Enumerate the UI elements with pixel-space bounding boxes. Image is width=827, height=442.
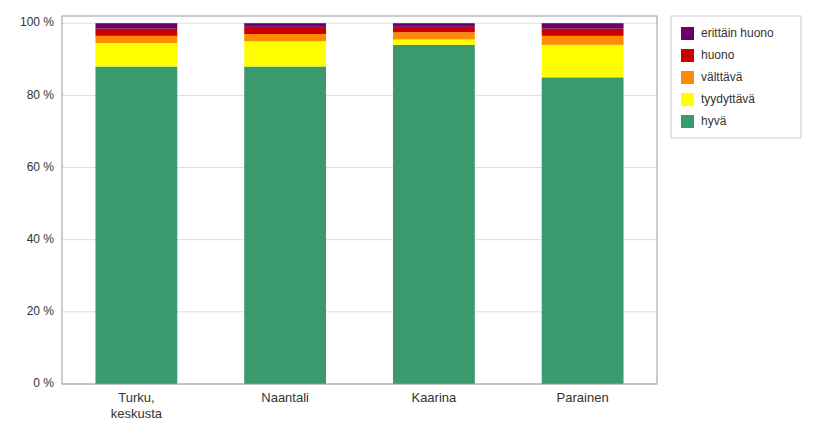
x-tick-label: Kaarina — [411, 390, 457, 405]
series — [95, 39, 623, 77]
chart-container: 0 % 20 % 40 % 60 % 80 % 100 % Turku,keskusta Na… — [0, 0, 827, 442]
legend: erittäin huono huono välttävä tyydyttävä hyv… — [671, 16, 801, 138]
y-axis: 0 % 20 % 40 % 60 % 80 % 100 % — [20, 15, 54, 390]
chart-svg: 0 % 20 % 40 % 60 % 80 % 100 % Turku,keskusta Na… — [0, 0, 827, 442]
legend-box — [671, 16, 801, 138]
bar-segment — [542, 29, 624, 36]
x-axis: Turku,keskusta Naantali Kaarina Parainen — [111, 390, 609, 421]
y-tick-label: 20 % — [27, 304, 55, 318]
x-tick-label: Naantali — [261, 390, 309, 405]
y-tick-label: 0 % — [33, 376, 54, 390]
bar-segment — [393, 23, 475, 27]
series — [95, 23, 623, 28]
bar-segment — [542, 23, 624, 28]
bar-segment — [393, 45, 475, 384]
legend-label: hyvä — [701, 114, 727, 128]
legend-label: huono — [701, 48, 735, 62]
y-tick-label: 40 % — [27, 232, 55, 246]
legend-label: tyydyttävä — [701, 92, 755, 106]
bar-segment — [244, 67, 326, 384]
bar-segment — [244, 23, 326, 27]
y-tick-label: 100 % — [20, 15, 54, 29]
legend-label: välttävä — [701, 70, 743, 84]
bar-segment — [542, 77, 624, 384]
bar-segment — [542, 45, 624, 77]
legend-swatch — [681, 71, 694, 84]
legend-swatch — [681, 93, 694, 106]
y-tick-label: 80 % — [27, 88, 55, 102]
legend-label: erittäin huono — [701, 26, 774, 40]
bar-segment — [95, 29, 177, 36]
bar-segment — [95, 36, 177, 43]
bar-segment — [393, 27, 475, 32]
series — [95, 45, 623, 384]
bar-segment — [244, 41, 326, 66]
y-tick-label: 60 % — [27, 160, 55, 174]
bar-segment — [95, 43, 177, 66]
bar-segment — [393, 32, 475, 39]
bar-segment — [244, 27, 326, 34]
bars — [95, 23, 623, 384]
bar-segment — [244, 34, 326, 41]
legend-swatch — [681, 27, 694, 40]
bar-segment — [95, 23, 177, 28]
x-tick-label: Parainen — [557, 390, 609, 405]
grid — [62, 23, 657, 384]
plot-frame — [62, 16, 657, 384]
bar-segment — [95, 67, 177, 384]
bar-segment — [393, 39, 475, 44]
legend-swatch — [681, 49, 694, 62]
x-tick-label: Turku,keskusta — [111, 390, 163, 421]
bar-segment — [542, 36, 624, 45]
legend-swatch — [681, 115, 694, 128]
